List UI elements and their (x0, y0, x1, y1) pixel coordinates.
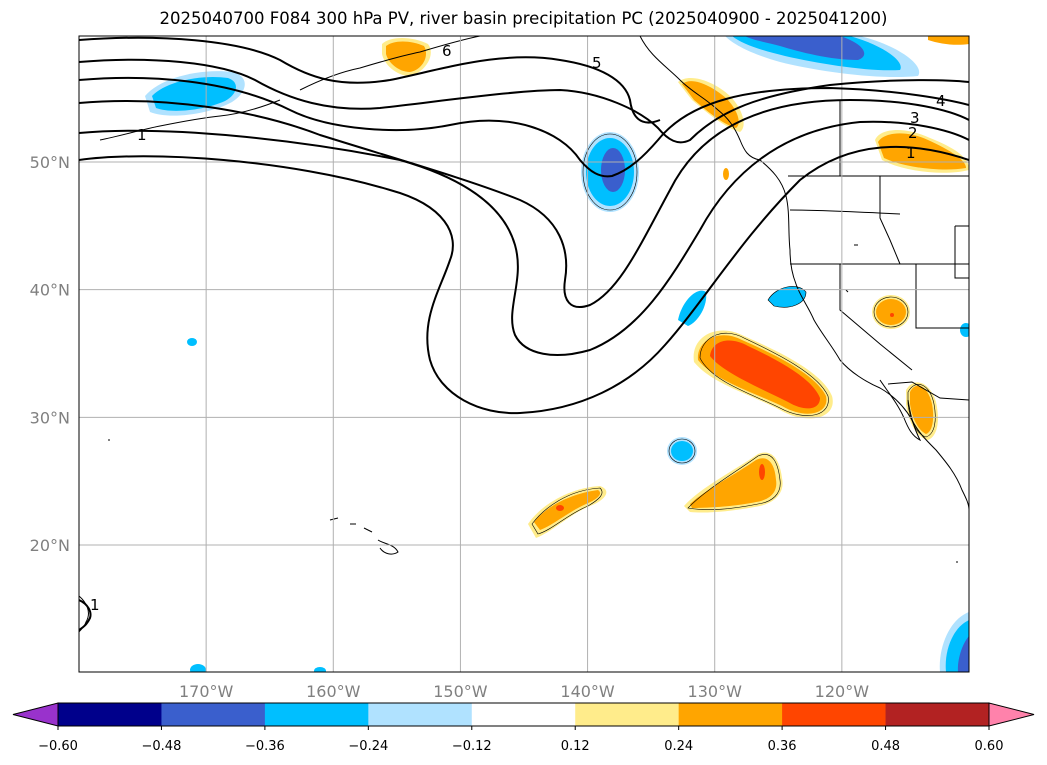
latitude-labels: 50°N 40°N 30°N 20°N (30, 153, 70, 555)
longitude-labels: 170°W 160°W 150°W 140°W 130°W 120°W (179, 682, 869, 701)
negative-anomaly-area-aleutian (145, 71, 245, 116)
colorbar-tick-label: −0.60 (38, 739, 78, 754)
colorbar-segment (885, 703, 990, 726)
colorbar-tick-label: −0.48 (142, 739, 182, 754)
colorbar-tick-label: 0.60 (975, 739, 1004, 754)
pv-contour-west (79, 599, 92, 631)
pv-contour-label: 3 (910, 109, 920, 127)
pv-contour-6 (79, 36, 661, 124)
state-border-az (954, 225, 969, 279)
colorbar-tick-label: 0.36 (768, 739, 797, 754)
negative-anomaly-area-small (187, 323, 969, 672)
negative-anomaly-area-offshore-ca (667, 286, 806, 465)
aleutian-chain (99, 99, 281, 141)
colorbar-segment (575, 703, 680, 726)
colorbar-tick-label: −0.24 (348, 739, 388, 754)
coastlines-and-borders (79, 36, 969, 633)
longitude-tick-label: 130°W (688, 682, 743, 701)
state-border-ut (915, 264, 969, 329)
colorbar-tick-label: −0.12 (452, 739, 492, 754)
colorbar-tick-label: 0.12 (561, 739, 590, 754)
pv-contour-2 (79, 120, 969, 356)
colorbar-extend-low (12, 702, 59, 727)
small-islands (108, 244, 958, 563)
pv-contour-5 (79, 58, 969, 144)
colorbar-segment (782, 703, 887, 726)
alaska-southern-coast (299, 36, 481, 91)
pv-contour-label: 1 (906, 144, 916, 162)
colorbar-tick-label: −0.36 (245, 739, 285, 754)
positive-anomaly-area-subtropical-west (528, 486, 607, 538)
positive-anomaly-area-subtropical-east (684, 452, 783, 513)
baja-peninsula (879, 379, 922, 442)
negative-anomaly-area-se-corner (939, 612, 969, 672)
north-america-west-coast (639, 36, 969, 511)
longitude-tick-label: 170°W (179, 682, 234, 701)
pv-contour-label: 2 (908, 124, 918, 142)
latitude-tick-label: 30°N (30, 408, 70, 427)
colorbar-segment (58, 703, 162, 726)
positive-anomaly-area-california-offshore (693, 330, 833, 419)
colorbar-segment (161, 703, 266, 726)
latitude-tick-label: 40°N (30, 281, 70, 300)
precipitation-anomaly-shading (145, 36, 969, 672)
hawaii-islands (329, 517, 399, 555)
colorbar-segment (678, 703, 783, 726)
colorbar-segment (368, 703, 473, 726)
longitude-tick-label: 160°W (306, 682, 361, 701)
latitude-tick-label: 20°N (30, 536, 70, 555)
pv-contours (79, 36, 969, 631)
map-title: 2025040700 F084 300 hPa PV, river basin … (159, 9, 888, 28)
pv-contour-3 (79, 98, 969, 308)
colorbar-frame (57, 702, 990, 727)
pv-contour-label: 1 (90, 596, 100, 614)
colorbar-tick-label: 0.24 (664, 739, 693, 754)
pv-contour-1 (79, 145, 969, 415)
longitude-tick-label: 120°W (815, 682, 870, 701)
pv-contour-label: 1 (137, 126, 147, 144)
latitude-tick-label: 50°N (30, 153, 70, 172)
state-border-id (879, 176, 901, 265)
pv-contour-label: 6 (442, 42, 452, 60)
positive-anomaly-area-north (382, 36, 969, 180)
colorbar-extend-high (988, 702, 1035, 727)
colorbar: −0.60 −0.48 −0.36 −0.24 −0.12 0.12 0.24 0.36 0.4… (12, 702, 1035, 754)
colorbar-tick-label: 0.48 (871, 739, 900, 754)
longitude-tick-label: 140°W (560, 682, 615, 701)
pv-contour-label: 5 (592, 54, 602, 72)
longitude-tick-label: 150°W (433, 682, 488, 701)
colorbar-segment (471, 703, 576, 726)
positive-anomaly-area-pacific-nw (875, 129, 969, 173)
plot-frame (78, 35, 970, 673)
colorbar-segment (264, 703, 369, 726)
negative-anomaly-area-north-edge (725, 36, 920, 78)
negative-anomaly-area-gulf-alaska (581, 132, 639, 212)
us-mexico-border (887, 381, 969, 401)
positive-anomaly-area-baja (872, 295, 938, 440)
state-border-nv (839, 264, 913, 371)
gridlines (79, 36, 969, 672)
state-border-wa-or (789, 209, 901, 215)
pv-contour-label: 4 (936, 92, 946, 110)
pv-contour-labels: 1 1 2 3 4 5 6 1 (90, 42, 946, 614)
